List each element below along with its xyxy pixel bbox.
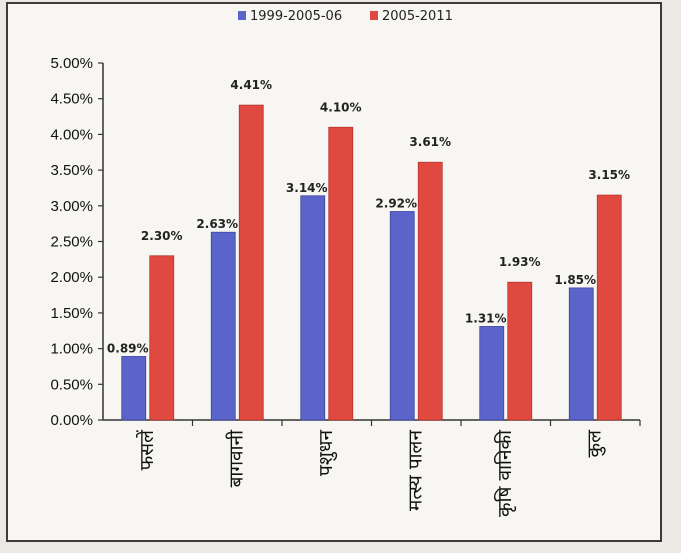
bar-series1: [389, 211, 415, 421]
bar-series2: [596, 194, 622, 421]
y-axis: 0.00% 0.50% 1.00% 1.50% 2.00% 2.50% 3.00% 3.50%…: [50, 55, 104, 429]
x-tick-label: कृषि वानिकी: [493, 429, 517, 517]
data-label: 4.10%: [320, 100, 362, 114]
legend-label: 1999-2005-06: [250, 9, 342, 24]
legend: 1999-2005-06 2005-2011: [238, 9, 453, 24]
y-tick-label: 2.00%: [50, 269, 93, 286]
data-label: 1.31%: [465, 311, 507, 325]
bar-series2: [417, 161, 443, 421]
x-tick-label: पशुधन: [315, 430, 338, 476]
y-tick-label: 0.00%: [50, 412, 93, 429]
bar-series1: [568, 287, 594, 421]
x-tick-label: बागवानी: [224, 429, 247, 487]
x-tick-label: कुल: [583, 429, 606, 458]
data-label: 3.61%: [409, 135, 451, 149]
bar-series2: [328, 126, 354, 421]
y-tick-label: 0.50%: [50, 376, 93, 393]
data-label: 3.15%: [588, 168, 630, 182]
data-label: 1.93%: [499, 255, 541, 269]
data-label: 1.85%: [554, 273, 596, 287]
bars: [121, 104, 622, 421]
bar-series1: [479, 326, 505, 421]
data-label: 2.92%: [375, 197, 417, 211]
data-label: 0.89%: [107, 341, 149, 355]
bar-series1: [210, 231, 236, 421]
bar-series2: [238, 104, 264, 421]
x-tick-label: फसलें: [135, 429, 158, 470]
x-axis: फसलें बागवानी पशुधन मत्स्य पालन कृषि वानिकी क…: [103, 419, 641, 517]
y-tick-label: 1.50%: [50, 305, 93, 322]
y-tick-label: 3.50%: [50, 162, 93, 179]
bar-series1: [300, 195, 326, 421]
data-label: 3.14%: [286, 181, 328, 195]
legend-swatch: [238, 11, 246, 20]
y-tick-label: 2.50%: [50, 234, 93, 251]
legend-label: 2005-2011: [382, 9, 453, 24]
y-tick-label: 3.00%: [50, 198, 93, 215]
y-tick-label: 4.50%: [50, 91, 93, 108]
data-label: 2.63%: [196, 217, 238, 231]
bar-series2: [507, 281, 533, 421]
legend-swatch: [370, 11, 378, 20]
bar-series2: [149, 255, 175, 421]
data-label: 2.30%: [141, 229, 183, 243]
bar-series1: [121, 356, 147, 421]
y-tick-label: 1.00%: [50, 341, 93, 358]
y-tick-label: 4.00%: [50, 126, 93, 143]
data-label: 4.41%: [230, 78, 272, 92]
y-tick-label: 5.00%: [50, 55, 93, 72]
data-labels: 0.89% 2.30% 2.63% 4.41% 3.14% 4.10% 2.92% 3.61%…: [107, 78, 630, 355]
x-tick-label: मत्स्य पालन: [404, 430, 426, 511]
